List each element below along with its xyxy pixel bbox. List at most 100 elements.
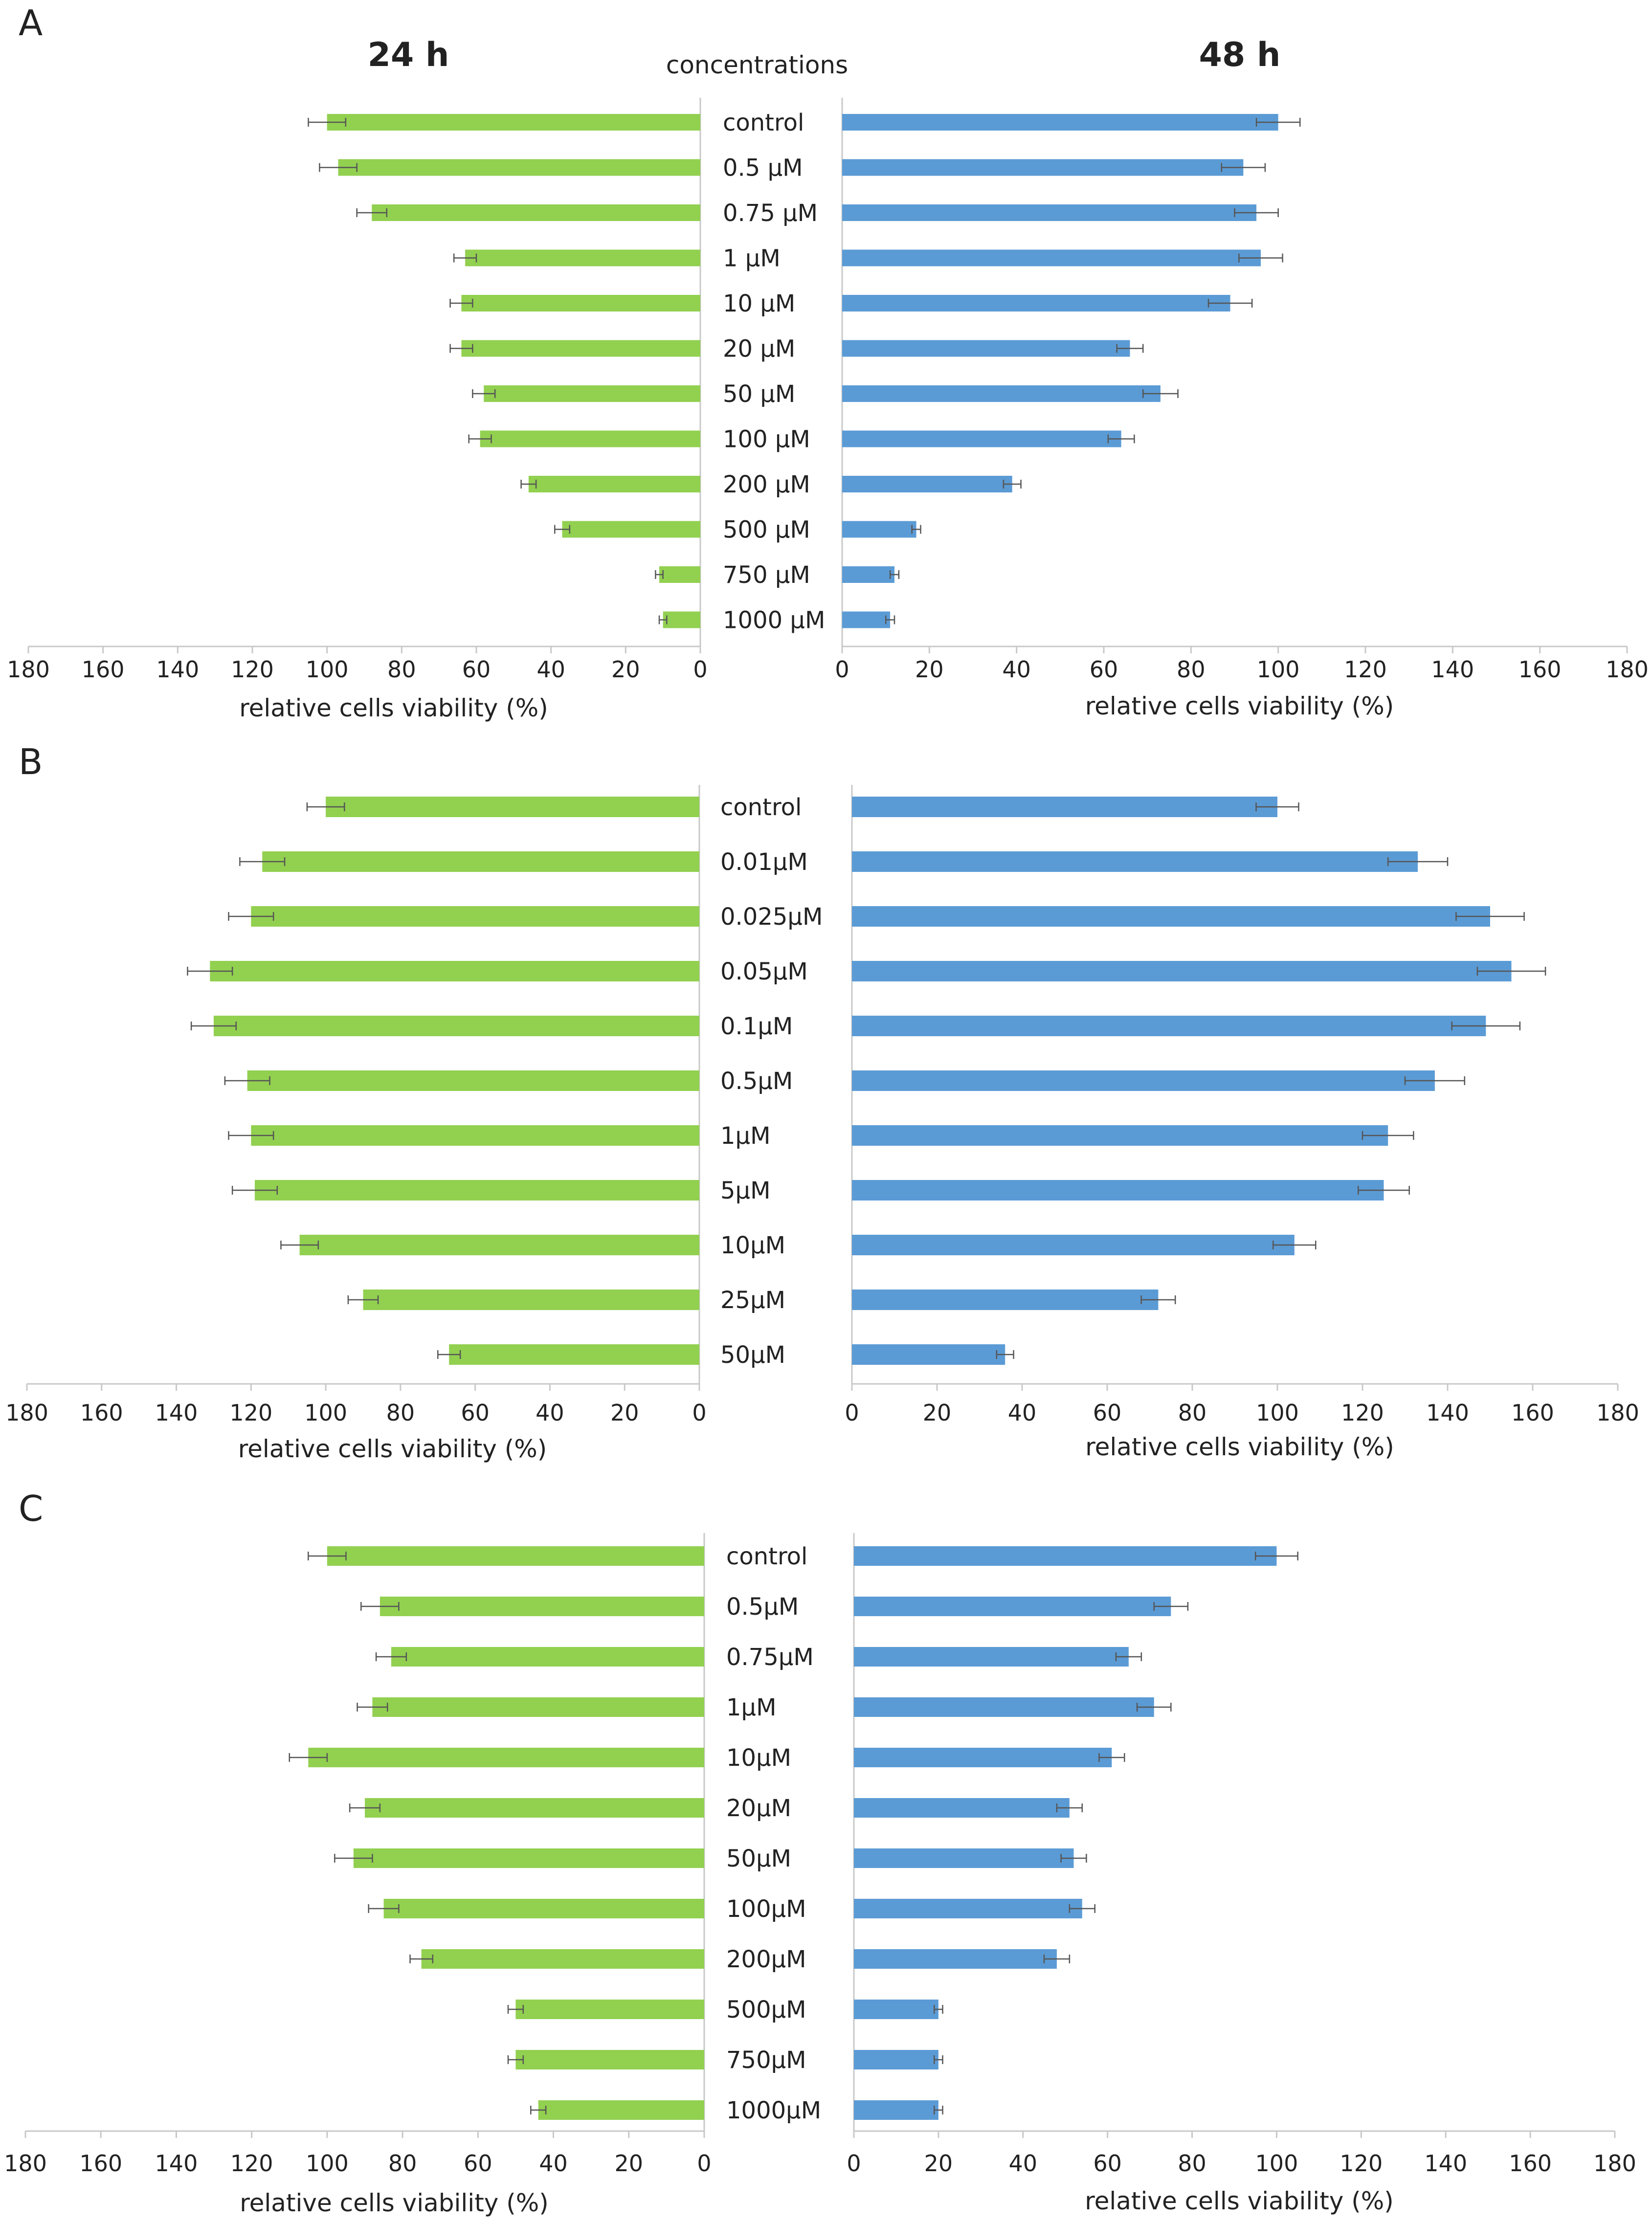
bar-48h (854, 2050, 938, 2069)
bar-48h (854, 1748, 1112, 1767)
right-tick-label: 160 (1509, 2150, 1552, 2177)
bar-24h (380, 1597, 704, 1616)
left-tick-label: 20 (615, 2150, 644, 2177)
left-x-axis-label: relative cells viability (%) (239, 694, 548, 722)
right-x-axis-label: relative cells viability (%) (1085, 692, 1394, 720)
left-tick-label: 40 (539, 2150, 568, 2177)
bar-48h (842, 340, 1130, 357)
bar-48h (852, 1016, 1486, 1036)
right-tick-label: 100 (1255, 2150, 1298, 2177)
bar-48h (852, 1070, 1435, 1091)
left-time-title: 24 h (368, 36, 449, 74)
bar-48h (842, 295, 1230, 311)
left-tick-label: 180 (5, 1400, 48, 1426)
bar-48h (842, 611, 891, 628)
left-tick-label: 160 (82, 656, 125, 683)
bar-24h (391, 1647, 704, 1667)
bar-48h (852, 851, 1418, 872)
bar-48h (854, 1546, 1277, 1566)
right-tick-label: 80 (1177, 656, 1206, 683)
bar-24h (353, 1848, 704, 1868)
bar-24h (562, 521, 700, 538)
right-tick-label: 60 (1090, 656, 1118, 683)
category-label: 200 µM (723, 471, 810, 498)
left-tick-label: 120 (231, 656, 274, 683)
right-tick-label: 140 (1426, 1400, 1469, 1426)
bar-48h (842, 430, 1121, 447)
right-time-title: 48 h (1199, 36, 1281, 74)
bar-24h (515, 2050, 704, 2069)
bar-48h (852, 1235, 1295, 1255)
bar-24h (365, 1798, 704, 1818)
bar-48h (842, 159, 1244, 176)
left-x-axis-label: relative cells viability (%) (240, 2189, 549, 2217)
category-label: 0.5 µM (723, 155, 803, 182)
left-tick-label: 180 (7, 656, 50, 683)
category-label: 50µM (726, 1845, 791, 1872)
left-tick-label: 60 (464, 2150, 492, 2177)
category-label: control (723, 109, 804, 136)
bar-24h (528, 476, 700, 492)
category-label: 0.75µM (726, 1644, 814, 1671)
left-tick-label: 0 (692, 1400, 706, 1426)
bar-24h (421, 1949, 704, 1969)
right-tick-label: 20 (915, 656, 944, 683)
right-tick-label: 100 (1257, 656, 1300, 683)
bar-48h (854, 1798, 1070, 1818)
concentrations-title: concentrations (666, 51, 848, 79)
left-tick-label: 120 (230, 2150, 273, 2177)
right-tick-label: 80 (1178, 2150, 1206, 2177)
bar-48h (854, 1647, 1129, 1667)
left-tick-label: 100 (306, 2150, 349, 2177)
left-tick-label: 20 (610, 1400, 639, 1426)
category-label: control (726, 1543, 807, 1570)
category-label: 0.01µM (720, 848, 808, 876)
category-label: 0.5µM (726, 1593, 799, 1621)
right-tick-label: 120 (1341, 1400, 1384, 1426)
left-tick-label: 80 (386, 1400, 415, 1426)
bar-48h (842, 385, 1161, 402)
category-label: 25µM (720, 1287, 785, 1314)
category-label: 10 µM (723, 290, 795, 317)
category-label: 1000µM (726, 2097, 821, 2124)
category-label: 1µM (720, 1122, 771, 1150)
right-x-axis-label: relative cells viability (%) (1085, 2187, 1394, 2215)
bar-24h (326, 797, 699, 817)
bar-24h (484, 385, 700, 402)
left-tick-label: 100 (306, 656, 349, 683)
right-tick-label: 100 (1256, 1400, 1299, 1426)
left-tick-label: 40 (536, 1400, 564, 1426)
bar-24h (247, 1070, 699, 1091)
left-tick-label: 140 (155, 2150, 198, 2177)
right-tick-label: 0 (845, 1400, 859, 1426)
left-tick-label: 140 (156, 656, 199, 683)
bar-24h (210, 961, 699, 981)
bar-48h (854, 1949, 1057, 1969)
left-tick-label: 140 (155, 1400, 198, 1426)
bar-24h (338, 159, 700, 176)
bar-24h (213, 1016, 699, 1036)
right-tick-label: 120 (1344, 656, 1387, 683)
left-tick-label: 160 (79, 2150, 122, 2177)
right-tick-label: 20 (923, 1400, 952, 1426)
bar-24h (372, 204, 700, 221)
bar-24h (254, 1180, 699, 1201)
left-tick-label: 0 (693, 656, 707, 683)
bar-48h (854, 1697, 1154, 1717)
left-tick-label: 120 (229, 1400, 272, 1426)
bar-24h (251, 906, 699, 927)
category-label: 0.025µM (720, 903, 823, 931)
category-label: 10µM (720, 1232, 785, 1259)
bar-48h (852, 906, 1490, 927)
category-label: 0.5µM (720, 1068, 793, 1095)
left-tick-label: 60 (461, 1400, 490, 1426)
left-tick-label: 20 (611, 656, 640, 683)
right-tick-label: 140 (1431, 656, 1474, 683)
bar-24h (262, 851, 699, 872)
bar-24h (461, 340, 700, 357)
category-label: 0.05µM (720, 958, 808, 985)
category-label: 20 µM (723, 335, 795, 363)
panel-c: C 180 160 140 120 100 80 60 40 20 0 0 20 40 60 80 100 120… (4, 1488, 1636, 2217)
category-label: 100 µM (723, 426, 810, 453)
